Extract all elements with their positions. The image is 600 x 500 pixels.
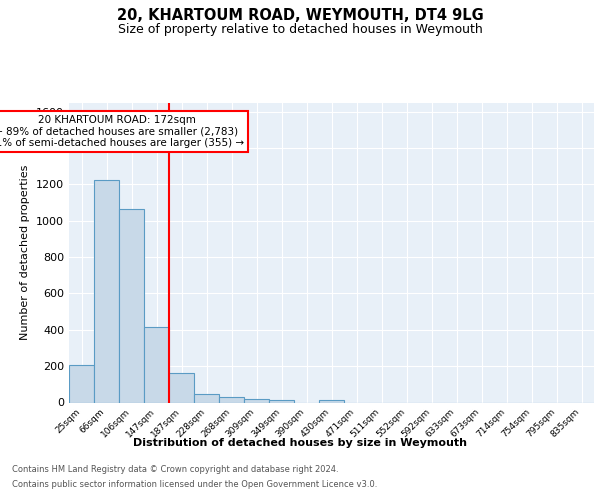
Bar — [244, 399, 269, 402]
Bar — [69, 365, 94, 403]
Bar — [144, 327, 169, 402]
Bar — [169, 372, 194, 402]
Bar — [194, 394, 219, 402]
Text: 20, KHARTOUM ROAD, WEYMOUTH, DT4 9LG: 20, KHARTOUM ROAD, WEYMOUTH, DT4 9LG — [116, 8, 484, 22]
Bar — [269, 400, 294, 402]
Bar — [219, 398, 244, 402]
Text: Contains HM Land Registry data © Crown copyright and database right 2024.: Contains HM Land Registry data © Crown c… — [12, 465, 338, 474]
Text: Distribution of detached houses by size in Weymouth: Distribution of detached houses by size … — [133, 438, 467, 448]
Bar — [119, 209, 144, 402]
Bar — [94, 180, 119, 402]
Text: Contains public sector information licensed under the Open Government Licence v3: Contains public sector information licen… — [12, 480, 377, 489]
Text: 20 KHARTOUM ROAD: 172sqm
← 89% of detached houses are smaller (2,783)
11% of sem: 20 KHARTOUM ROAD: 172sqm ← 89% of detach… — [0, 115, 244, 148]
Bar — [319, 400, 344, 402]
Text: Size of property relative to detached houses in Weymouth: Size of property relative to detached ho… — [118, 22, 482, 36]
Y-axis label: Number of detached properties: Number of detached properties — [20, 165, 31, 340]
